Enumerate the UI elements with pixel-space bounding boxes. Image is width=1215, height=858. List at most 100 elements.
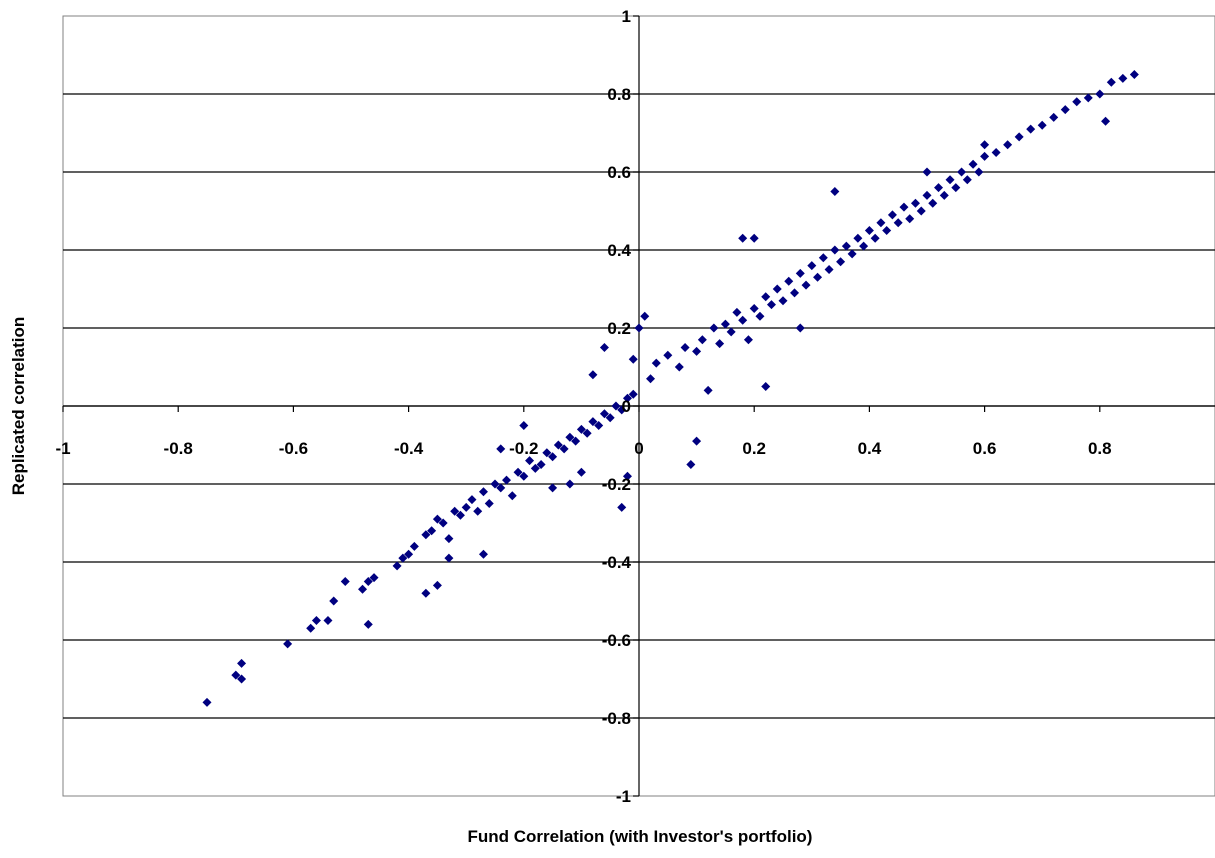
scatter-point — [859, 241, 869, 251]
scatter-point — [432, 580, 442, 590]
scatter-point — [634, 323, 644, 333]
scatter-point — [231, 670, 241, 680]
scatter-point — [571, 436, 581, 446]
scatter-point — [928, 198, 938, 208]
scatter-point — [467, 495, 477, 505]
scatter-point — [715, 339, 725, 349]
scatter-point — [237, 674, 247, 684]
scatter-point — [594, 421, 604, 430]
scatter-point — [934, 183, 944, 193]
scatter-point — [450, 506, 460, 516]
scatter-point — [790, 288, 800, 298]
scatter-point — [392, 561, 402, 571]
scatter-point — [548, 452, 558, 462]
scatter-point — [369, 573, 379, 583]
scatter-point — [306, 623, 316, 633]
scatter-point — [530, 463, 540, 473]
scatter-point — [905, 214, 915, 224]
scatter-point — [882, 226, 892, 235]
scatter-point — [1014, 132, 1024, 142]
scatter-point — [478, 487, 488, 497]
scatter-point — [565, 432, 575, 442]
scatter-point — [438, 518, 448, 528]
scatter-point — [1083, 93, 1093, 103]
scatter-point — [813, 272, 823, 282]
scatter-point — [686, 460, 696, 469]
x-tick-label: -0.8 — [164, 439, 193, 458]
scatter-point — [1118, 73, 1128, 83]
x-tick-label: -0.2 — [509, 439, 538, 458]
scatter-point — [761, 382, 771, 391]
scatter-point — [674, 362, 684, 372]
scatter-point — [513, 467, 523, 477]
y-tick-label: -0.2 — [602, 475, 631, 494]
scatter-point — [1129, 70, 1139, 79]
scatter-point — [784, 276, 794, 286]
scatter-point — [922, 190, 932, 200]
scatter-point — [847, 249, 857, 259]
x-tick-label: -0.6 — [279, 439, 308, 458]
scatter-point — [795, 323, 805, 333]
scatter-point — [945, 175, 955, 185]
scatter-point — [617, 502, 627, 512]
scatter-point — [980, 140, 990, 150]
scatter-point — [968, 159, 978, 169]
scatter-point — [738, 233, 748, 243]
scatter-point — [853, 233, 863, 243]
axes — [62, 15, 1215, 797]
scatter-point — [323, 616, 333, 625]
scatter-point — [478, 549, 488, 559]
scatter-point — [974, 167, 984, 177]
scatter-point — [1101, 116, 1111, 126]
scatter-point — [617, 405, 627, 415]
y-tick-label: 0.2 — [607, 319, 631, 338]
scatter-point — [628, 354, 638, 364]
scatter-point — [726, 327, 736, 337]
scatter-point — [709, 323, 719, 333]
scatter-point — [237, 658, 247, 668]
scatter-point — [409, 541, 419, 551]
x-tick-label: 0.2 — [742, 439, 766, 458]
scatter-point — [1026, 124, 1036, 134]
scatter-point — [582, 428, 592, 438]
scatter-point — [599, 343, 609, 352]
y-tick-label: 0 — [622, 397, 631, 416]
scatter-point — [565, 479, 575, 489]
y-tick-label: 0.4 — [607, 241, 631, 260]
scatter-point — [957, 167, 967, 177]
scatter-point — [801, 280, 811, 290]
scatter-point — [962, 175, 972, 185]
scatter-point — [202, 697, 212, 707]
scatter-point — [599, 409, 609, 419]
scatter-point — [836, 257, 846, 267]
scatter-point — [864, 226, 874, 235]
scatter-point — [951, 183, 961, 193]
scatter-point — [576, 467, 586, 477]
scatter-point — [761, 292, 771, 302]
scatter-point — [502, 475, 512, 485]
scatter-point — [1003, 140, 1013, 150]
scatter-point — [496, 483, 506, 493]
scatter-point — [421, 530, 431, 540]
scatter-point — [1095, 89, 1105, 99]
scatter-point — [732, 307, 742, 317]
scatter-point — [622, 393, 632, 403]
scatter-point — [640, 311, 650, 321]
scatter-point — [484, 499, 494, 508]
scatter-point — [611, 401, 621, 411]
scatter-point — [576, 424, 586, 434]
scatter-point — [427, 526, 437, 536]
scatter-point — [916, 206, 926, 216]
scatter-point — [622, 471, 632, 481]
scatter-point — [680, 343, 690, 352]
scatter-point — [404, 549, 414, 559]
scatter-point — [444, 553, 454, 563]
scatter-point — [991, 148, 1001, 157]
scatter-point — [749, 304, 759, 313]
scatter-point — [628, 389, 638, 399]
scatter-point — [444, 534, 454, 544]
scatter-point — [421, 588, 431, 598]
scatter-point — [922, 167, 932, 177]
